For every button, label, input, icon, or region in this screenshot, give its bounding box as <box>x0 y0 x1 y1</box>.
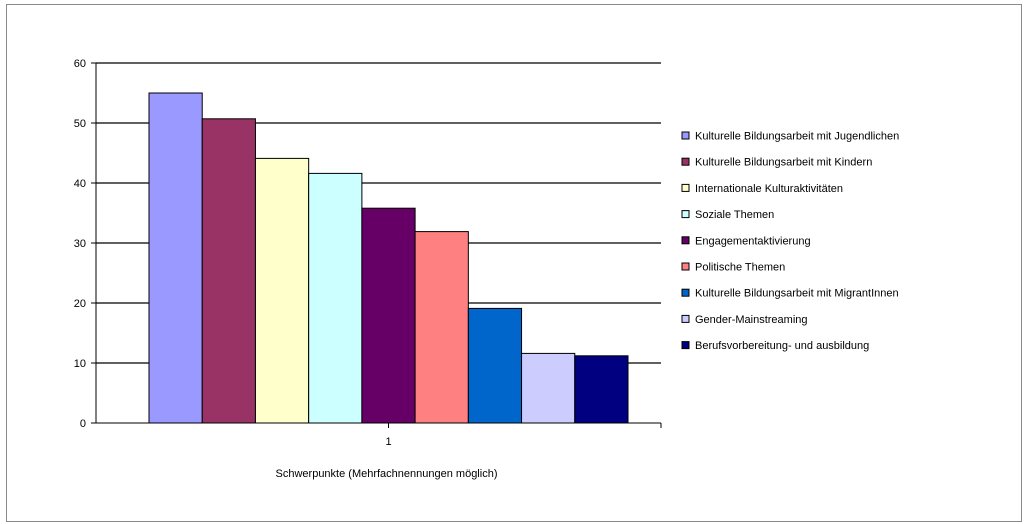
legend-label: Politische Themen <box>695 262 785 274</box>
legend-swatch <box>681 131 690 140</box>
y-tick-label: 10 <box>74 358 86 370</box>
x-tick-label: 1 <box>385 436 391 448</box>
bar-7 <box>467 307 523 424</box>
chart-frame: 0 10 20 30 40 50 60 1 Schwerpunkte (Mehrfachne… <box>6 4 1022 522</box>
legend-swatch <box>681 236 690 245</box>
legend-swatch <box>681 157 690 166</box>
legend-label: Kulturelle Bildungsarbeit mit Jugendlich… <box>695 131 899 143</box>
bar-5 <box>361 207 416 424</box>
y-tick-label: 20 <box>74 298 86 310</box>
y-tick-label: 40 <box>74 178 86 190</box>
bar-6 <box>414 231 469 424</box>
legend-label: Soziale Themen <box>695 209 774 221</box>
y-tick-label: 0 <box>80 418 86 430</box>
bar-4 <box>308 172 363 424</box>
legend-label: Kulturelle Bildungsarbeit mit Kindern <box>695 157 872 169</box>
axes <box>95 63 661 424</box>
bar-9 <box>574 355 629 424</box>
legend-swatch <box>681 262 690 271</box>
bar-3 <box>254 157 310 424</box>
y-tick-label: 50 <box>74 118 86 130</box>
legend-swatch <box>681 341 690 350</box>
legend-label: Kulturelle Bildungsarbeit mit MigrantInn… <box>695 288 899 300</box>
y-tick-labels: 0 10 20 30 40 50 60 <box>74 58 86 430</box>
bar-1 <box>148 92 203 424</box>
legend-swatch <box>681 210 690 219</box>
bars <box>148 92 629 424</box>
y-tick-label: 30 <box>74 238 86 250</box>
legend-label: Berufsvorbereitung- und ausbildung <box>695 340 869 352</box>
legend-swatch <box>681 288 690 297</box>
legend-label: Internationale Kulturaktivitäten <box>695 183 843 195</box>
bar-chart: 0 10 20 30 40 50 60 1 Schwerpunkte (Mehrfachne… <box>74 58 899 480</box>
legend: Kulturelle Bildungsarbeit mit Jugendlich… <box>681 131 899 352</box>
legend-label: Gender-Mainstreaming <box>695 314 808 326</box>
legend-swatch <box>681 314 690 323</box>
y-tick-label: 60 <box>74 58 86 70</box>
bar-2 <box>201 118 256 424</box>
bar-8 <box>521 352 576 424</box>
x-axis-title: Schwerpunkte (Mehrfachnennungen möglich) <box>276 468 498 480</box>
legend-swatch <box>681 183 690 192</box>
legend-label: Engagementaktivierung <box>695 235 811 247</box>
